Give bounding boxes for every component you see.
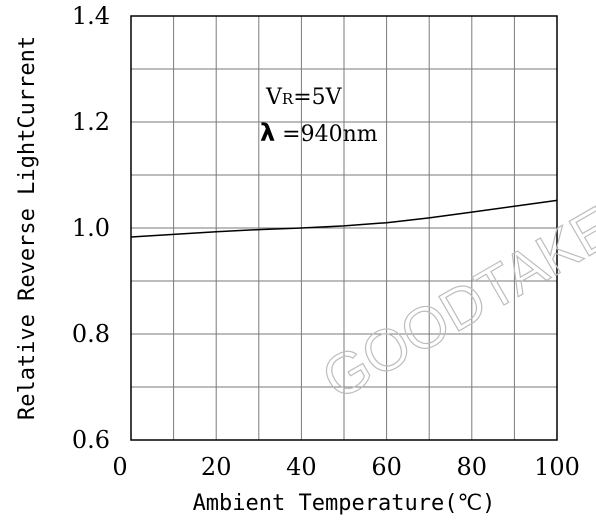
x-tick-label: 20 xyxy=(201,453,232,481)
y-tick-label: 0.6 xyxy=(72,426,110,454)
plot-frame xyxy=(130,15,558,441)
series-line xyxy=(130,199,558,238)
x-tick-label: 100 xyxy=(534,453,580,481)
condition-voltage-value: =5V xyxy=(293,85,342,110)
x-tick-label: 40 xyxy=(286,453,317,481)
y-tick-label: 1.0 xyxy=(72,214,110,242)
y-tick-labels: 0.6 0.8 1.0 1.2 1.4 xyxy=(72,2,110,454)
y-tick-label: 1.2 xyxy=(72,108,110,136)
grid-lines xyxy=(131,16,557,440)
series-group xyxy=(130,199,558,238)
condition-wavelength-value: =940nm xyxy=(275,122,378,147)
y-tick-label: 1.4 xyxy=(72,2,110,30)
condition-voltage-prefix: V xyxy=(265,85,283,110)
y-axis-label: Relative Reverse LightCurrent xyxy=(15,36,40,420)
y-tick-label: 0.8 xyxy=(72,320,110,348)
condition-voltage-subscript: R xyxy=(282,90,294,108)
x-axis-label: Ambient Temperature(℃) xyxy=(193,491,496,516)
condition-voltage: VR=5V xyxy=(265,85,343,110)
condition-wavelength: λ =940nm xyxy=(260,119,378,147)
x-tick-label: 80 xyxy=(457,453,488,481)
x-tick-label: 0 xyxy=(112,453,127,481)
x-tick-label: 60 xyxy=(371,453,402,481)
lambda-symbol: λ xyxy=(260,119,275,147)
x-tick-labels: 0 20 40 60 80 100 xyxy=(112,453,580,481)
watermark: GOODTAKE xyxy=(312,194,596,413)
